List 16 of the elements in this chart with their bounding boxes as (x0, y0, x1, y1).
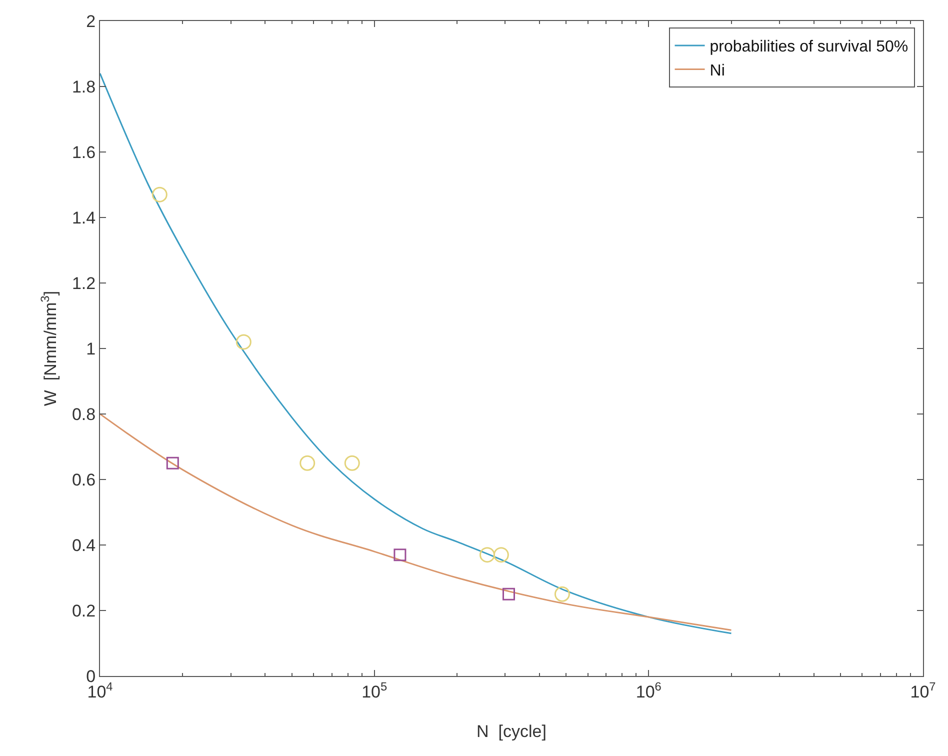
y-tick-label: 0.4 (72, 536, 96, 555)
y-tick-label: 0.2 (72, 601, 96, 620)
x-axis-title: N [cycle] (476, 722, 546, 741)
y-tick-label: 0.8 (72, 404, 96, 424)
y-tick-label: 0.6 (72, 470, 96, 490)
y-tick-label: 1.2 (72, 274, 96, 293)
y-tick-label: 2 (86, 12, 96, 31)
y-tick-label: 1.8 (72, 77, 96, 96)
y-tick-label: 1.4 (72, 208, 96, 228)
y-tick-label: 1.6 (72, 142, 96, 162)
x-tick-label: 10$^{6}$ (636, 679, 662, 702)
legend-label: probabilities of survival 50% (710, 38, 908, 56)
x-tick-label: 10$^{7}$ (910, 679, 936, 702)
y-tick-label: 1 (86, 339, 96, 358)
x-tick-label: 10$^{5}$ (362, 679, 388, 702)
legend-label: Ni (710, 62, 725, 80)
